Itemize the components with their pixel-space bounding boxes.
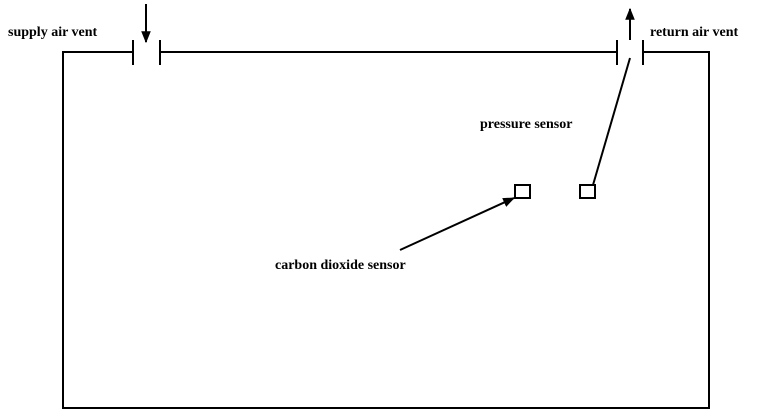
co2-leader bbox=[399, 197, 516, 251]
pressure-label: pressure sensor bbox=[480, 117, 572, 132]
pressure-sensor bbox=[579, 184, 596, 199]
pressure-leader bbox=[592, 57, 631, 186]
co2-label: carbon dioxide sensor bbox=[275, 258, 406, 273]
return-label: return air vent bbox=[650, 25, 738, 40]
co2-sensor bbox=[514, 184, 531, 199]
supply-label: supply air vent bbox=[8, 25, 98, 40]
room-wall bbox=[62, 51, 710, 409]
